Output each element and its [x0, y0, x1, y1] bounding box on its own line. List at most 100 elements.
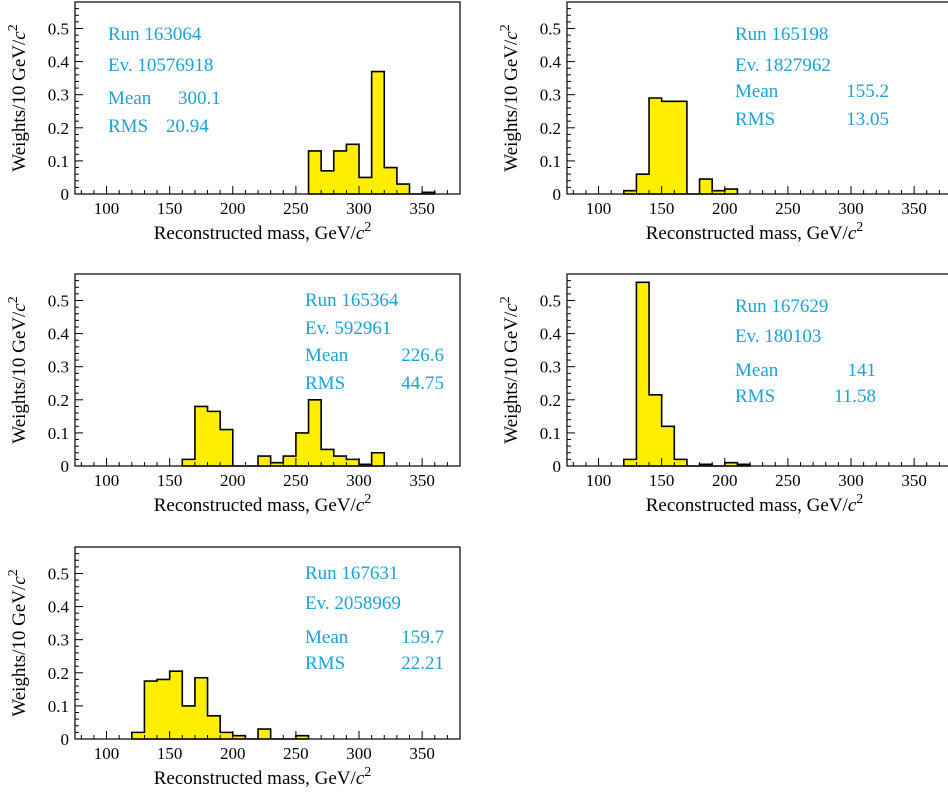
y-tick-label: 0.3: [540, 86, 561, 105]
run-number: Run 167631: [305, 563, 398, 584]
y-tick-label: 0.2: [48, 119, 69, 138]
histogram-bars: [623, 281, 751, 467]
run-number: Run 165364: [305, 290, 399, 311]
x-tick-label: 350: [409, 199, 435, 218]
rms-label: RMS: [305, 373, 345, 394]
y-axis-label: Weights/10 GeV/c2: [6, 296, 30, 443]
y-axis-label: Weights/10 GeV/c2: [498, 24, 522, 171]
y-tick-label: 0.5: [540, 291, 561, 310]
event-number: Ev. 592961: [305, 318, 391, 339]
y-tick-label: 0.4: [540, 53, 562, 72]
y-tick-label: 0.2: [540, 391, 561, 410]
x-tick-label: 250: [775, 471, 801, 490]
x-tick-label: 200: [220, 199, 246, 218]
mean-label: Mean: [735, 81, 779, 102]
y-tick-label: 0.1: [540, 424, 561, 443]
y-tick-label: 0.2: [48, 664, 69, 683]
x-tick-label: 200: [220, 744, 246, 763]
x-tick-label: 150: [157, 744, 183, 763]
x-axis-label: Reconstructed mass, GeV/c2: [646, 492, 864, 516]
x-tick-label: 100: [94, 744, 120, 763]
x-tick-label: 300: [838, 199, 864, 218]
plot-frame: [566, 1, 948, 195]
x-axis-label: Reconstructed mass, GeV/c2: [646, 220, 864, 244]
rms-value: 11.58: [834, 386, 876, 407]
x-tick-label: 100: [94, 199, 120, 218]
event-number: Ev. 1827962: [735, 55, 831, 76]
x-tick-label: 300: [346, 744, 372, 763]
y-tick-label: 0.5: [48, 564, 69, 583]
y-tick-label: 0: [553, 185, 562, 204]
y-tick-label: 0.4: [540, 325, 562, 344]
y-tick-label: 0: [553, 457, 562, 476]
y-tick-label: 0: [61, 185, 70, 204]
plot-frame: [74, 546, 461, 740]
plot-frame: [566, 273, 948, 467]
x-tick-label: 300: [346, 199, 372, 218]
x-tick-label: 150: [649, 199, 675, 218]
x-tick-label: 150: [157, 199, 183, 218]
y-tick-label: 0.5: [540, 19, 561, 38]
y-tick-label: 0.3: [48, 631, 69, 650]
x-tick-label: 250: [775, 199, 801, 218]
x-axis-label: Reconstructed mass, GeV/c2: [154, 492, 372, 516]
mean-label: Mean: [305, 627, 349, 648]
histogram-bars: [131, 670, 310, 740]
y-tick-label: 0.1: [540, 152, 561, 171]
x-tick-label: 250: [283, 744, 309, 763]
event-number: Ev. 2058969: [305, 593, 401, 614]
x-tick-label: 200: [220, 471, 246, 490]
x-tick-label: 150: [157, 471, 183, 490]
mean-value: 159.7: [401, 627, 444, 648]
rms-label: RMS: [305, 653, 345, 674]
x-tick-label: 350: [901, 471, 927, 490]
plot-frame: [74, 273, 461, 467]
x-tick-label: 100: [94, 471, 120, 490]
mean-label: Mean: [108, 88, 152, 109]
y-axis-label: Weights/10 GeV/c2: [498, 296, 522, 443]
histogram-panel-5: 100 150 200 250 300 350 0 0.1 0.2 0.3 0.4 0.5 Recons…: [6, 546, 461, 789]
histogram-panel-4: 100 150 200 250 300 350 0 0.1 0.2 0.3 0.4 0.5 Recons…: [498, 273, 948, 516]
mean-value: 300.1: [178, 88, 221, 109]
y-tick-label: 0.1: [48, 152, 69, 171]
y-tick-label: 0.2: [48, 391, 69, 410]
run-number: Run 163064: [108, 24, 202, 45]
y-tick-label: 0.5: [48, 19, 69, 38]
mean-value: 141: [848, 360, 877, 381]
event-number: Ev. 180103: [735, 326, 821, 347]
y-axis-label: Weights/10 GeV/c2: [6, 24, 30, 171]
run-number: Run 167629: [735, 296, 828, 317]
x-tick-label: 100: [586, 199, 612, 218]
x-tick-label: 350: [901, 199, 927, 218]
x-tick-label: 350: [409, 471, 435, 490]
y-tick-label: 0.4: [48, 53, 70, 72]
x-tick-label: 250: [283, 471, 309, 490]
event-number: Ev. 10576918: [108, 55, 213, 76]
mean-label: Mean: [735, 360, 779, 381]
y-tick-label: 0.1: [48, 424, 69, 443]
rms-label: RMS: [735, 109, 775, 130]
histogram-panel-3: 100 150 200 250 300 350 0 0.1 0.2 0.3 0.4 0.5 Recons…: [6, 273, 461, 516]
y-tick-label: 0.5: [48, 291, 69, 310]
histogram-bars: [181, 398, 386, 467]
y-axis-label: Weights/10 GeV/c2: [6, 569, 30, 716]
plot-frame: [74, 1, 461, 195]
y-tick-label: 0.1: [48, 697, 69, 716]
y-tick-label: 0.3: [48, 86, 69, 105]
mean-label: Mean: [305, 345, 349, 366]
y-tick-label: 0.4: [48, 325, 70, 344]
x-tick-label: 200: [712, 199, 738, 218]
rms-label: RMS: [735, 386, 775, 407]
y-tick-label: 0.3: [540, 358, 561, 377]
y-tick-label: 0.4: [48, 598, 70, 617]
histogram-bars: [307, 70, 436, 195]
rms-value: 44.75: [401, 373, 444, 394]
histogram-bars: [623, 97, 739, 195]
x-tick-label: 100: [586, 471, 612, 490]
x-tick-label: 300: [838, 471, 864, 490]
y-tick-label: 0.2: [540, 119, 561, 138]
x-tick-label: 150: [649, 471, 675, 490]
x-axis-label: Reconstructed mass, GeV/c2: [154, 765, 372, 789]
histogram-panel-2: 100 150 200 250 300 350 0 0.1 0.2 0.3 0.4 0.5 Recons…: [498, 1, 948, 244]
